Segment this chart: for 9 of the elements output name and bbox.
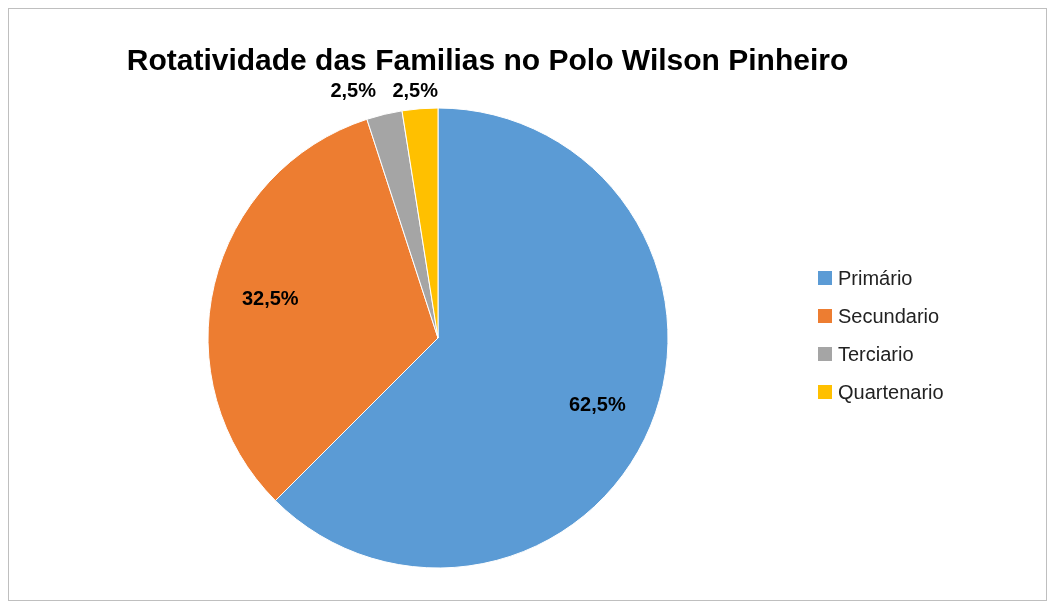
legend-label: Quartenario	[838, 381, 944, 403]
data-label: 2,5%	[330, 79, 377, 101]
chart-title: Rotatividade das Familias no Polo Wilson Pinheiro	[126, 43, 849, 76]
legend-label: Secundario	[838, 305, 940, 327]
data-label: 62,5%	[569, 393, 626, 416]
data-label: 2,5%	[392, 79, 439, 101]
legend-label: Primário	[838, 267, 913, 289]
legend-label: Terciario	[838, 343, 914, 365]
data-label: 32,5%	[241, 286, 299, 309]
